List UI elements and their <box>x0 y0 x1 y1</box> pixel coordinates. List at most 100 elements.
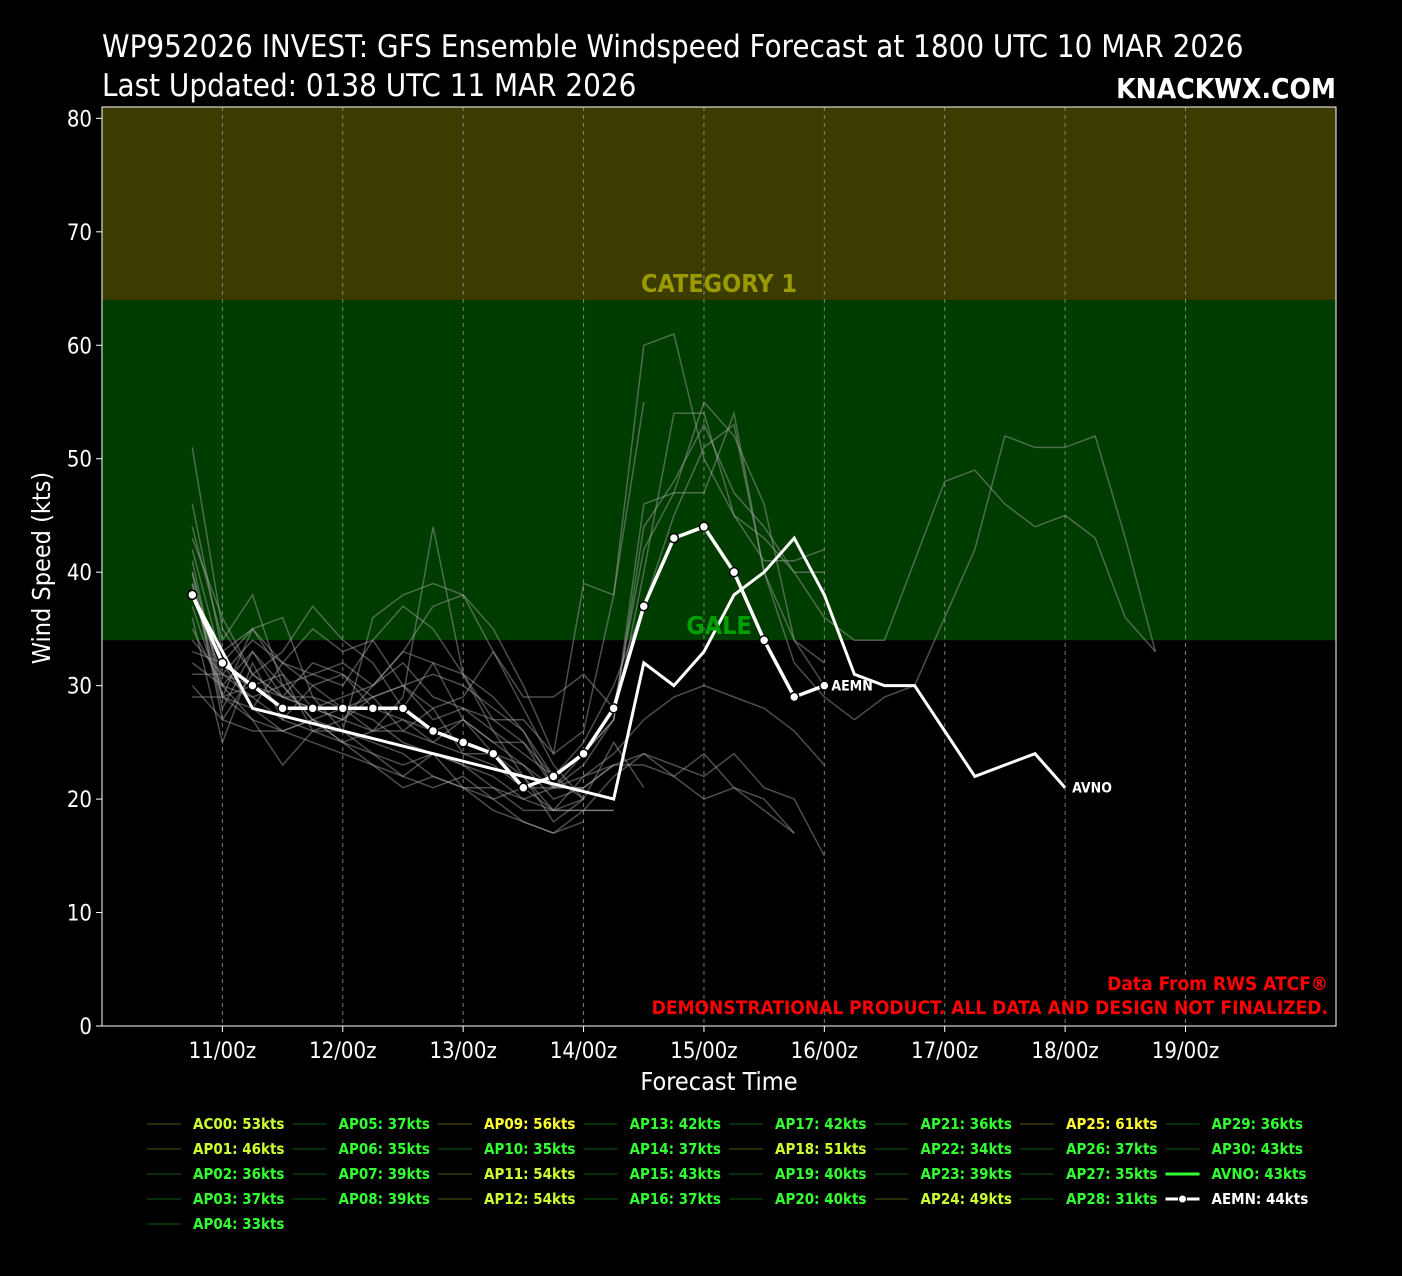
legend-label: AP17: 42kts <box>775 1115 866 1133</box>
aemn-point <box>337 703 349 714</box>
ensemble-member-lines <box>191 332 1157 857</box>
legend-item: AP02: 36kts <box>147 1165 284 1183</box>
legend-item: AP25: 61kts <box>1020 1115 1157 1133</box>
band-label-gale: GALE <box>686 611 752 640</box>
y-tick-label: 10 <box>67 902 92 927</box>
member-line-ap08 <box>191 410 825 790</box>
aemn-point <box>608 703 619 714</box>
legend-label: AP06: 35kts <box>339 1140 430 1158</box>
legend-item: AP28: 31kts <box>1020 1190 1157 1208</box>
member-line-ap19 <box>191 560 585 800</box>
x-tick-label: 11/00z <box>189 1039 256 1064</box>
primary-series-lines: AEMN AVNO <box>187 521 1112 801</box>
aemn-point <box>367 703 379 714</box>
legend-label: AP07: 39kts <box>339 1165 430 1183</box>
aemn-point <box>819 680 830 691</box>
aemn-point <box>548 771 559 782</box>
legend-item: AEMN: 44kts <box>1165 1190 1308 1208</box>
y-tick-label: 30 <box>67 675 92 700</box>
aemn-point <box>427 725 439 737</box>
member-line-ap02 <box>191 332 825 755</box>
legend-item: AP08: 39kts <box>292 1190 430 1208</box>
legend: AC00: 53kts AP01: 46kts AP02: 36kts AP03: 3… <box>147 1115 1308 1233</box>
demo-disclaimer: DEMONSTRATIONAL PRODUCT. ALL DATA AND DE… <box>652 997 1328 1019</box>
member-line-ap13 <box>191 662 645 812</box>
legend-item: AP18: 51kts <box>729 1140 866 1158</box>
member-line-ap03 <box>191 526 585 800</box>
legend-label: AP26: 37kts <box>1066 1140 1157 1158</box>
legend-label: AP20: 40kts <box>775 1190 866 1208</box>
aemn-point <box>668 532 680 544</box>
legend-label: AVNO: 43kts <box>1212 1165 1307 1183</box>
y-tick-label: 60 <box>67 334 92 359</box>
legend-label: AP27: 35kts <box>1066 1165 1157 1183</box>
aemn-point <box>397 703 409 714</box>
legend-label: AP18: 51kts <box>775 1140 866 1158</box>
legend-label: AP09: 56kts <box>484 1115 575 1133</box>
member-line-ap10 <box>191 401 645 756</box>
legend-item: AP15: 43kts <box>583 1165 721 1183</box>
x-tick-label: 16/00z <box>791 1039 858 1064</box>
legend-item: AP07: 39kts <box>292 1165 430 1183</box>
legend-label: AP01: 46kts <box>193 1140 284 1158</box>
legend-item: AP23: 39kts <box>874 1165 1012 1183</box>
x-tick-label: 18/00z <box>1031 1039 1098 1064</box>
x-tick-label: 19/00z <box>1152 1039 1219 1064</box>
legend-label: AP19: 40kts <box>775 1165 866 1183</box>
legend-item: AP12: 54kts <box>438 1190 575 1208</box>
legend-item: AP27: 35kts <box>1020 1165 1157 1183</box>
member-line-ap20 <box>191 583 584 789</box>
member-line-ap17 <box>191 583 614 812</box>
member-line-ap05 <box>191 400 825 733</box>
legend-item: AP19: 40kts <box>729 1165 866 1183</box>
end-label-aemn: AEMN <box>831 679 872 695</box>
legend-item: AP29: 36kts <box>1165 1115 1303 1133</box>
legend-item: AP06: 35kts <box>292 1140 430 1158</box>
aemn-point <box>728 566 740 578</box>
legend-label: AP22: 34kts <box>921 1140 1012 1158</box>
legend-item: AP26: 37kts <box>1020 1140 1157 1158</box>
end-label-avno: AVNO <box>1072 781 1112 797</box>
aemn-point <box>187 589 198 601</box>
series-line-avno <box>190 535 1067 801</box>
y-tick-label: 40 <box>67 561 92 586</box>
plot-axes: 0 10 20 30 40 50 60 70 80 11/00z 12/00z 13/00z 14/00… <box>67 106 1337 1064</box>
aemn-point <box>698 521 710 533</box>
legend-label: AP24: 49kts <box>921 1190 1012 1208</box>
x-tick-label: 17/00z <box>911 1039 978 1064</box>
member-line-ap15 <box>191 685 614 834</box>
aemn-point <box>307 703 318 714</box>
y-tick-label: 20 <box>67 788 92 813</box>
member-line-ap18 <box>191 572 795 834</box>
member-line-ap11 <box>191 639 825 800</box>
y-axis-label: Wind Speed (kts) <box>27 472 56 664</box>
legend-label: AP28: 31kts <box>1066 1190 1157 1208</box>
plot-gridlines <box>221 107 1187 1026</box>
legend-item: AP04: 33kts <box>147 1215 284 1233</box>
legend-item: AP22: 34kts <box>874 1140 1012 1158</box>
aemn-point <box>518 782 529 793</box>
legend-item: AP24: 49kts <box>874 1190 1012 1208</box>
legend-label: AC00: 53kts <box>193 1115 284 1133</box>
legend-item: AP10: 35kts <box>438 1140 575 1158</box>
legend-item: AP16: 37kts <box>583 1190 721 1208</box>
legend-item: AP14: 37kts <box>583 1140 721 1158</box>
band-gale <box>102 299 1336 641</box>
x-axis-label: Forecast Time <box>640 1067 797 1096</box>
plot-frame <box>101 106 1337 1027</box>
legend-item: AP03: 37kts <box>147 1190 284 1208</box>
legend-label: AP29: 36kts <box>1212 1115 1303 1133</box>
aemn-point <box>488 748 499 759</box>
aemn-point <box>758 634 770 646</box>
x-tick-label: 12/00z <box>309 1039 376 1064</box>
legend-item: AP13: 42kts <box>583 1115 721 1133</box>
legend-label: AP16: 37kts <box>630 1190 721 1208</box>
y-tick-label: 80 <box>67 107 92 132</box>
legend-item: AP09: 56kts <box>438 1115 575 1133</box>
member-line-ap07 <box>191 422 1156 778</box>
band-label-category1: CATEGORY 1 <box>641 269 797 298</box>
aemn-point <box>788 691 800 703</box>
member-line-ap09 <box>191 526 585 823</box>
aemn-point <box>638 600 650 612</box>
